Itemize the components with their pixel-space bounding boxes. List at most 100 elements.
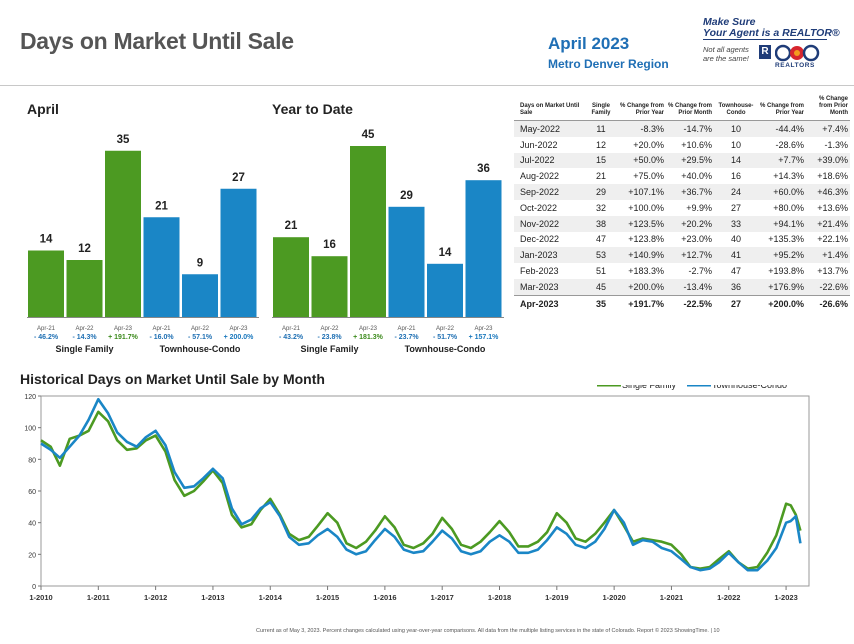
table-cell: 36 [714, 278, 758, 296]
table-header: % Change from Prior Year [618, 96, 666, 121]
table-cell: +176.9% [758, 278, 806, 296]
table-header-row: Days on Market Until Sale Single Family … [514, 96, 850, 121]
table-cell: +140.9% [618, 247, 666, 264]
table-cell: +21.4% [806, 215, 850, 232]
bar [220, 188, 257, 317]
bar-category-label: Apr-21 [397, 326, 416, 332]
y-tick-label: 40 [28, 521, 36, 528]
table-row: Feb-2023 51 +183.3% -2.7% 47 +193.8% +13.7% [514, 263, 850, 279]
table-cell: -14.7% [666, 120, 714, 137]
history-title: Historical Days on Market Until Sale by … [20, 371, 325, 387]
table-cell: 47 [730, 266, 741, 277]
table-cell: Dec-2022 [520, 234, 560, 245]
table-cell: Jan-2023 [514, 247, 584, 264]
table-cell: 12 [595, 139, 606, 150]
table-cell: +14.3% [773, 171, 804, 182]
bar [66, 260, 103, 317]
table-header: % Change from Prior Year [758, 96, 806, 121]
logo-org: REALTORS [775, 62, 815, 69]
bar-category-label: Apr-23 [229, 326, 248, 332]
table-cell: 14 [714, 152, 758, 169]
table-row: Dec-2022 47 +123.8% +23.0% 40 +135.3% +22.1% [514, 232, 850, 248]
logo-note-line2: are the same! [703, 54, 749, 63]
table-cell: -26.6% [806, 294, 850, 312]
bar-group-label: Single Family [55, 344, 113, 354]
y-tick-label: 80 [28, 457, 36, 464]
april-title: April [27, 101, 59, 117]
table-cell: -22.5% [666, 294, 714, 312]
bar [182, 274, 218, 317]
x-tick-label: 1-2019 [545, 593, 568, 602]
table-cell: 10 [730, 139, 741, 150]
table-cell: +29.5% [666, 152, 714, 169]
table-cell: +1.4% [806, 247, 850, 264]
table-cell: +135.3% [768, 234, 804, 245]
series-line [40, 397, 802, 572]
x-tick-label: 1-2022 [717, 593, 740, 602]
y-tick-label: 60 [28, 489, 36, 496]
realtor-r-icon: R [759, 45, 771, 59]
bar-value-label: 16 [323, 239, 336, 251]
bar-value-label: 21 [155, 200, 168, 212]
table-row: Sep-2022 29 +107.1% +36.7% 24 +60.0% +46.3% [514, 184, 850, 200]
realtor-logo: Make Sure Your Agent is a REALTOR® [703, 17, 840, 39]
x-tick-label: 1-2011 [87, 593, 110, 602]
bar-category-label: Apr-23 [359, 326, 378, 332]
table-cell: +20.0% [633, 139, 664, 150]
table-cell: Nov-2022 [514, 215, 584, 232]
bar-value-label: 36 [477, 163, 490, 175]
x-tick-label: 1-2012 [144, 593, 167, 602]
table-row: Aug-2022 21 +75.0% +40.0% 16 +14.3% +18.6% [514, 168, 850, 184]
table-cell: +107.1% [618, 184, 666, 200]
y-tick-label: 0 [32, 584, 36, 591]
table-cell: Feb-2023 [520, 266, 559, 277]
table-cell: +39.0% [806, 152, 850, 169]
table-cell: 10 [714, 120, 758, 137]
bar-group-label: Townhouse-Condo [160, 344, 241, 354]
table-cell: 24 [714, 184, 758, 200]
table-cell: +12.7% [666, 247, 714, 264]
table-cell: 11 [584, 120, 618, 137]
april-bar-chart: 14 Apr-21 - 46.2% 12 Apr-22 - 14.3% 35 Apr-23 + … [27, 134, 259, 354]
colorado-circles-icon [775, 44, 820, 62]
table-cell: -22.6% [806, 278, 850, 296]
bar [350, 146, 386, 317]
table-row: Mar-2023 45 +200.0% -13.4% 36 +176.9% -22.6% [514, 278, 850, 296]
bar-category-label: Apr-21 [152, 326, 171, 332]
table-header: Townhouse-Condo [714, 96, 758, 121]
table-row: Jan-2023 53 +140.9% +12.7% 41 +95.2% +1.4% [514, 247, 850, 264]
bar-category-label: Apr-22 [436, 326, 455, 332]
bar-category-label: Apr-22 [320, 326, 339, 332]
table-row: Oct-2022 32 +100.0% +9.9% 27 +80.0% +13.6% [514, 200, 850, 216]
bar-value-label: 35 [117, 134, 130, 146]
y-tick-label: 120 [24, 394, 36, 401]
table-cell: 21 [595, 171, 606, 182]
logo-divider [703, 39, 827, 40]
table-cell: 16 [730, 171, 741, 182]
table-cell: 33 [714, 215, 758, 232]
table-cell: +36.7% [666, 184, 714, 200]
table-cell: Sep-2022 [514, 184, 584, 200]
logo-line2: Your Agent is a REALTOR® [703, 27, 840, 39]
table-header: % Change from Prior Month [806, 96, 850, 121]
x-tick-label: 1-2023 [774, 593, 797, 602]
bar [388, 206, 425, 317]
table-cell: 45 [584, 278, 618, 296]
bar-group-label: Townhouse-Condo [405, 344, 486, 354]
table-cell: 32 [595, 202, 606, 213]
bar-value-label: 14 [439, 247, 452, 259]
bar-value-label: 9 [197, 257, 203, 269]
table-cell: 27 [714, 294, 758, 312]
table-cell: 51 [595, 266, 606, 277]
table-cell: +7.7% [758, 152, 806, 169]
table-cell: Jun-2022 [520, 139, 558, 150]
x-tick-label: 1-2015 [316, 593, 339, 602]
monthly-table: Days on Market Until Sale Single Family … [514, 96, 850, 312]
bar [427, 263, 463, 317]
table-row: May-2022 11 -8.3% -14.7% 10 -44.4% +7.4% [514, 120, 850, 137]
bar-change-label: - 46.2% [34, 334, 59, 341]
table-cell: +94.1% [758, 215, 806, 232]
table-cell: 47 [595, 234, 606, 245]
bar [311, 256, 348, 317]
bar-value-label: 21 [285, 220, 298, 232]
